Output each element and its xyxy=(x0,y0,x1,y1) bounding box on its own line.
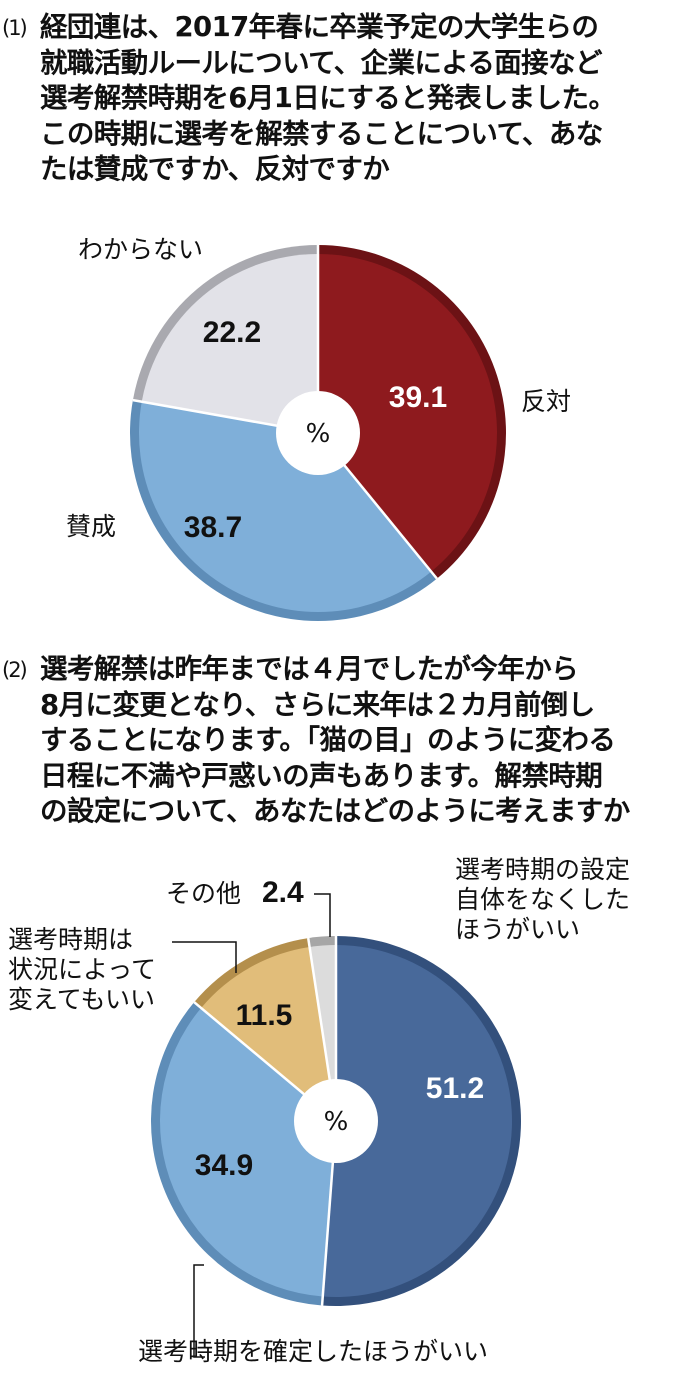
slice-0-value: 39.1 xyxy=(389,381,447,414)
slice-3-value: 2.4 xyxy=(262,876,304,909)
slice-0-label: 選考時期の設定自体をなくしたほうがいい xyxy=(455,855,630,944)
slice-0-wedge xyxy=(322,945,512,1297)
question-1-number: (1) xyxy=(2,16,28,40)
slice-1-value: 34.9 xyxy=(195,1149,253,1182)
slice-1-value: 38.7 xyxy=(184,511,242,544)
question-2-text: 選考解禁は昨年までは４月でしたが今年から 8月に変更となり、さらに来年は２カ月前… xyxy=(40,653,630,827)
question-2-number: (2) xyxy=(2,658,28,682)
pie-chart-2: % 51.2 34.9 11.5 選考時期の設定自体をなくしたほうがいい選考時期を確定し… xyxy=(8,855,630,1366)
slice-2-label: わからない xyxy=(78,235,203,264)
question-1-text: 経団連は、2017年春に卒業予定の大学生らの 就職活動ルールについて、企業による… xyxy=(40,11,616,185)
slice-2-value: 11.5 xyxy=(236,999,293,1032)
slice-2-wedge xyxy=(201,946,336,1121)
slice-3-leader-line xyxy=(314,893,331,937)
slice-1-leader-line xyxy=(193,1264,205,1358)
slice-1-wedge xyxy=(160,1007,336,1297)
pie-unit-label: % xyxy=(324,1107,349,1137)
slice-1-label: 選考時期を確定したほうがいい xyxy=(138,1337,488,1366)
slice-0-value: 51.2 xyxy=(426,1072,484,1105)
pie-center-hole xyxy=(276,391,360,475)
slice-3-label: その他 xyxy=(166,879,241,908)
slice-0-label: 反対 xyxy=(521,387,571,416)
slice-2-wedge xyxy=(141,254,318,433)
slice-1-label: 賛成 xyxy=(66,512,116,541)
slice-2-value: 22.2 xyxy=(203,316,261,349)
slice-0-wedge xyxy=(318,254,497,572)
pie-unit-label: % xyxy=(306,419,331,449)
slice-2-label: 選考時期は状況によって変えてもいい xyxy=(8,925,156,1014)
slice-2-leader-line xyxy=(172,941,237,973)
pie-center-hole xyxy=(294,1079,378,1163)
slice-1-wedge xyxy=(139,401,432,612)
